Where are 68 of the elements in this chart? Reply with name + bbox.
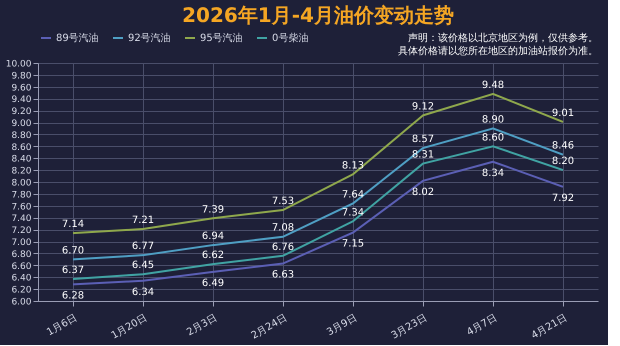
legend-label: 89号汽油 [56, 32, 99, 44]
x-tick-label: 3月9日 [325, 312, 359, 338]
y-tick-label: 9.60 [11, 83, 32, 94]
data-label: 6.63 [272, 270, 294, 281]
data-label: 8.13 [342, 160, 364, 172]
y-tick-label: 9.40 [11, 95, 32, 106]
text: 声明：该价格以北京地区为例，仅供参考。 [408, 32, 598, 44]
data-label: 6.77 [132, 241, 154, 252]
data-label: 6.76 [272, 242, 294, 253]
data-label: 6.34 [132, 286, 154, 298]
y-tick-label: 9.80 [11, 71, 32, 82]
legend-label: 95号汽油 [200, 32, 243, 44]
x-tick-label: 2月24日 [250, 312, 289, 342]
y-tick-label: 10.00 [6, 60, 32, 70]
text: 具体价格请以您所在地区的加油站报价为准。 [398, 45, 598, 57]
data-label: 8.60 [482, 132, 504, 144]
data-label: 7.34 [342, 207, 364, 218]
data-label: 6.62 [202, 250, 224, 262]
legend-label: 0号柴油 [272, 32, 308, 44]
data-label: 8.57 [412, 134, 434, 146]
y-tick-label: 8.40 [11, 154, 32, 165]
data-label: 7.14 [62, 219, 84, 230]
data-label: 9.12 [412, 101, 434, 112]
data-label: 8.34 [482, 168, 504, 179]
x-tick-label: 1月20日 [110, 312, 149, 342]
data-label: 9.01 [552, 108, 574, 119]
data-label: 6.37 [62, 264, 84, 276]
data-label: 8.31 [412, 150, 434, 161]
y-tick-label: 6.80 [11, 250, 32, 260]
y-tick-label: 7.60 [11, 202, 32, 212]
data-label: 8.46 [552, 140, 574, 152]
y-tick-label: 6.60 [11, 262, 32, 272]
chart-title: 2026年1月-4月油价变动走势 [182, 3, 454, 27]
data-label: 7.64 [342, 189, 364, 200]
data-label: 7.08 [272, 222, 294, 234]
data-label: 6.28 [62, 290, 84, 302]
data-label: 7.15 [342, 238, 364, 250]
x-tick-label: 4月21日 [530, 312, 569, 342]
data-label: 6.49 [202, 278, 224, 289]
data-label: 8.02 [412, 186, 434, 198]
y-tick-label: 6.20 [11, 286, 32, 296]
data-label: 7.92 [552, 192, 574, 204]
y-tick-label: 7.40 [11, 214, 32, 224]
data-label: 7.39 [202, 204, 224, 216]
y-tick-label: 8.00 [11, 178, 32, 188]
data-label: 7.53 [272, 196, 294, 207]
data-label: 8.90 [482, 114, 504, 126]
y-tick-label: 7.20 [11, 226, 32, 236]
y-tick-label: 9.20 [11, 107, 32, 118]
y-tick-label: 8.20 [11, 166, 32, 177]
data-label: 8.20 [552, 156, 574, 168]
x-tick-label: 3月23日 [390, 312, 429, 342]
y-tick-label: 6.00 [11, 298, 32, 308]
data-label: 6.45 [132, 260, 154, 272]
y-tick-label: 9.00 [11, 119, 32, 129]
y-tick-label: 7.00 [11, 238, 32, 248]
x-tick-label: 1月6日 [45, 312, 79, 338]
y-tick-label: 8.60 [11, 142, 32, 153]
data-label: 6.94 [202, 231, 224, 242]
data-label: 7.21 [132, 215, 154, 226]
x-tick-label: 2月3日 [185, 312, 219, 338]
y-tick-label: 7.80 [11, 190, 32, 200]
data-label: 6.70 [62, 245, 84, 256]
x-tick-label: 4月7日 [465, 312, 499, 338]
y-tick-label: 6.40 [11, 274, 32, 284]
y-tick-label: 8.80 [11, 130, 32, 141]
data-label: 9.48 [482, 80, 504, 91]
legend-label: 92号汽油 [128, 32, 171, 44]
